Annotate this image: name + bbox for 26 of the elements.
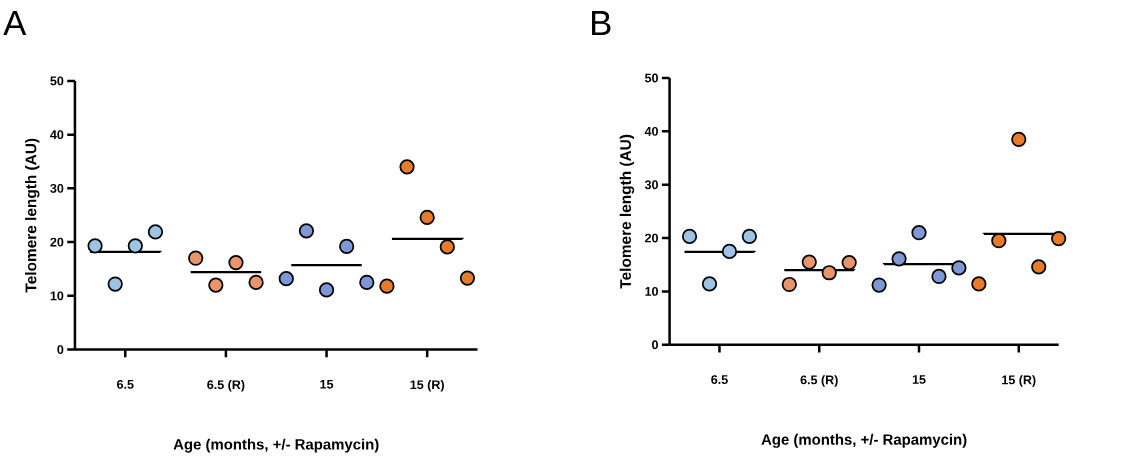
x-tick-label: 15 (R) (410, 379, 444, 392)
y-axis-title: Telomere length (AU) (619, 134, 635, 289)
y-tick-label: 30 (644, 180, 658, 190)
x-tick-label: 6.5 (711, 375, 728, 385)
y-tick-label: 10 (50, 291, 64, 301)
x-tick-label: 15 (320, 379, 334, 389)
x-axis-title: Age (months, +/- Rapamycin) (173, 438, 379, 453)
x-tick-label: 6.5 (R) (207, 379, 245, 392)
x-tick-label: 15 (R) (1002, 375, 1036, 387)
y-tick-label: 0 (652, 340, 658, 350)
y-tick-label: 30 (50, 183, 64, 193)
y-tick-label: 50 (644, 73, 658, 83)
y-tick-label: 40 (644, 126, 658, 136)
x-tick-label: 6.5 (R) (800, 375, 838, 387)
chart-title: A (3, 11, 27, 35)
x-tick-label: 15 (912, 375, 926, 384)
y-axis-title: Telomere length (AU) (25, 138, 40, 293)
x-axis-title: Age (months, +/- Rapamycin) (761, 433, 967, 448)
y-tick-label: 50 (50, 76, 64, 86)
x-tick-label: 6.5 (117, 379, 134, 389)
y-tick-label: 0 (57, 345, 64, 355)
y-tick-label: 20 (645, 233, 658, 243)
chart-title: B (592, 11, 611, 35)
y-tick-label: 20 (50, 237, 64, 247)
y-tick-label: 40 (50, 130, 64, 140)
y-tick-label: 10 (645, 287, 658, 296)
